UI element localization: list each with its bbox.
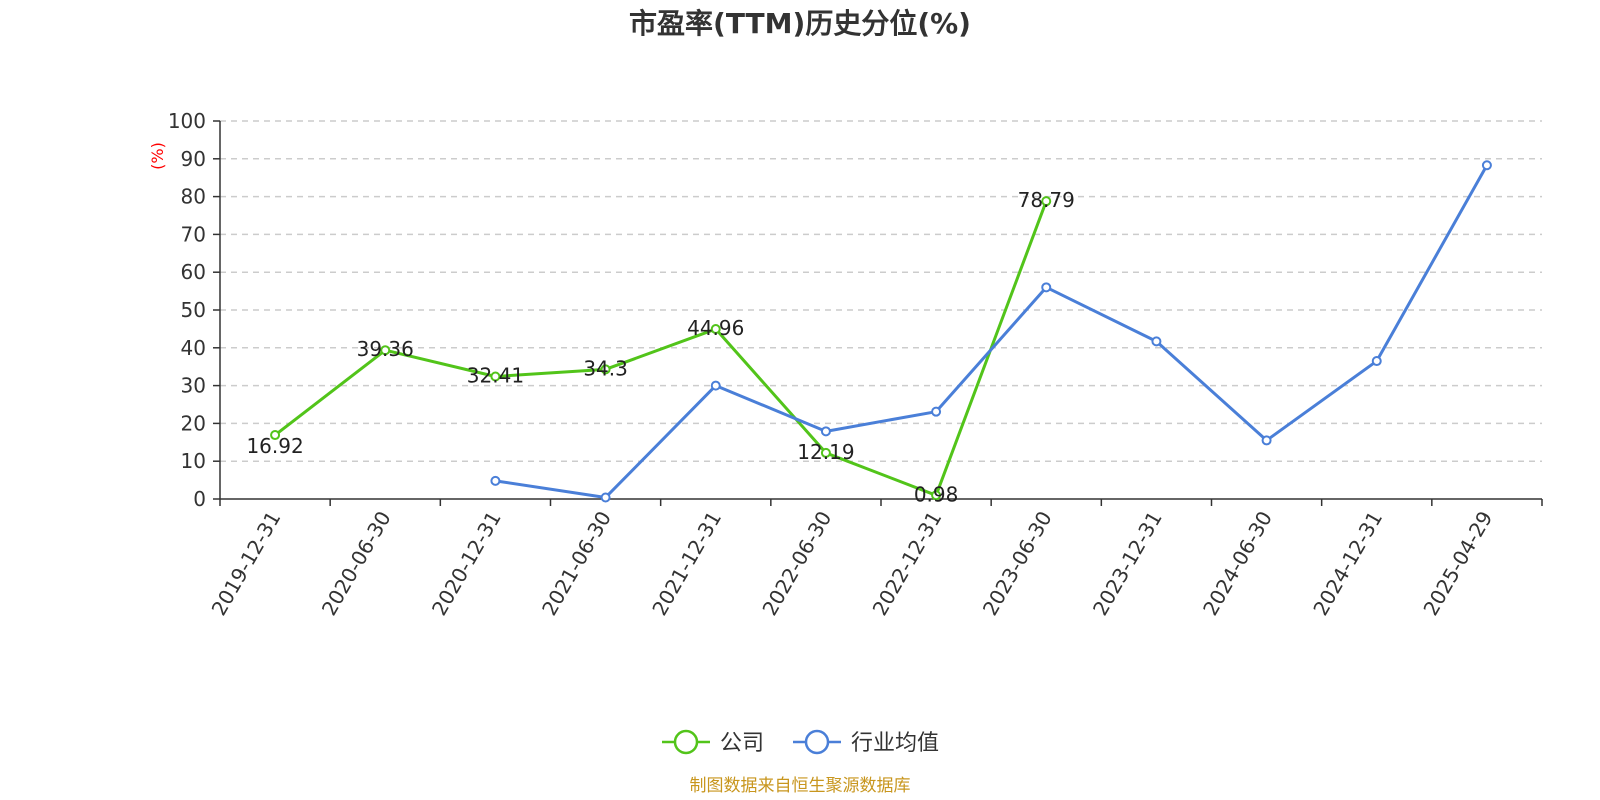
y-tick-label-60: 60 bbox=[181, 260, 206, 284]
x-tick-labels: 2019-12-31 2020-06-30 2020-12-31 2021-06-30… bbox=[207, 507, 1498, 620]
series-lines bbox=[270, 160, 1492, 503]
data-label-2020-06-30: 39.36 bbox=[357, 337, 414, 361]
y-tick-label-40: 40 bbox=[181, 336, 206, 360]
x-tick-label-2023-12-31: 2023-12-31 bbox=[1088, 507, 1167, 620]
data-point-2022-12-31[interactable] bbox=[931, 490, 942, 501]
data-labels: 16.92 39.36 32.41 34.3 44.96 12.19 0.98 78.79 bbox=[246, 188, 1074, 506]
y-tick-label-20: 20 bbox=[181, 411, 206, 435]
x-tick-label-2021-12-31: 2021-12-31 bbox=[647, 507, 726, 620]
x-tick-label-2019-12-31: 2019-12-31 bbox=[207, 507, 286, 620]
data-point-2021-06-30[interactable] bbox=[600, 364, 611, 375]
y-tick-label-10: 10 bbox=[181, 449, 206, 473]
x-tick-label-2022-12-31: 2022-12-31 bbox=[868, 507, 947, 620]
data-label-2022-12-31: 0.98 bbox=[914, 482, 959, 506]
data-point-2021-12-31[interactable] bbox=[710, 380, 721, 391]
legend-item-company[interactable]: 公司 bbox=[662, 729, 764, 756]
data-point-2022-06-30[interactable] bbox=[820, 426, 831, 437]
data-point-2022-06-30[interactable] bbox=[820, 447, 831, 458]
y-tick-label-0: 0 bbox=[193, 487, 206, 511]
data-point-2024-12-31[interactable] bbox=[1371, 356, 1382, 367]
x-tick-label-2025-04-29: 2025-04-29 bbox=[1418, 507, 1497, 620]
x-tick-label-2020-12-31: 2020-12-31 bbox=[427, 507, 506, 620]
axes bbox=[213, 120, 1543, 506]
y-tick-label-30: 30 bbox=[181, 374, 206, 398]
y-tick-label-70: 70 bbox=[181, 222, 206, 246]
x-tick-label-2022-06-30: 2022-06-30 bbox=[757, 507, 836, 620]
legend-label: 行业均值 bbox=[851, 731, 939, 756]
series-line bbox=[495, 164, 1489, 499]
x-tick-label-2024-06-30: 2024-06-30 bbox=[1198, 507, 1277, 620]
legend-marker bbox=[804, 729, 830, 755]
x-tick-label-2023-06-30: 2023-06-30 bbox=[978, 507, 1057, 620]
source-note: 制图数据来自恒生聚源数据库 bbox=[690, 776, 911, 796]
y-tick-labels: 0 10 20 30 40 50 60 70 80 90 100 bbox=[168, 109, 206, 511]
x-tick-label-2021-06-30: 2021-06-30 bbox=[537, 507, 616, 620]
grid-lines bbox=[220, 120, 1542, 462]
data-point-2023-12-31[interactable] bbox=[1151, 336, 1162, 347]
y-tick-label-80: 80 bbox=[181, 185, 206, 209]
legend-marker bbox=[673, 729, 699, 755]
data-point-2021-12-31[interactable] bbox=[710, 324, 721, 335]
legend-label: 公司 bbox=[720, 731, 764, 756]
x-tick-label-2020-06-30: 2020-06-30 bbox=[317, 507, 396, 620]
data-label-2020-12-31: 32.41 bbox=[467, 363, 524, 387]
data-point-2020-12-31[interactable] bbox=[490, 371, 501, 382]
legend-item-industry-average[interactable]: 行业均值 bbox=[793, 729, 939, 756]
data-point-2021-06-30[interactable] bbox=[600, 492, 611, 503]
data-point-2023-06-30[interactable] bbox=[1041, 282, 1052, 293]
series-company bbox=[270, 196, 1052, 501]
data-label-2022-06-30: 12.19 bbox=[797, 440, 854, 464]
y-tick-label-90: 90 bbox=[181, 147, 206, 171]
data-label-2021-12-31: 44.96 bbox=[687, 316, 744, 340]
data-point-2020-12-31[interactable] bbox=[490, 475, 501, 486]
data-label-2023-06-30: 78.79 bbox=[1018, 188, 1075, 212]
data-label-2019-12-31: 16.92 bbox=[246, 434, 303, 458]
y-axis-label: (%) bbox=[148, 142, 167, 170]
y-tick-label-100: 100 bbox=[168, 109, 206, 133]
chart-title: 市盈率(TTM)历史分位(%) bbox=[629, 7, 971, 40]
data-point-2023-06-30[interactable] bbox=[1041, 196, 1052, 207]
data-point-2022-12-31[interactable] bbox=[931, 406, 942, 417]
data-point-2024-06-30[interactable] bbox=[1261, 435, 1272, 446]
data-point-2020-06-30[interactable] bbox=[380, 345, 391, 356]
data-label-2021-06-30: 34.3 bbox=[583, 356, 628, 380]
legend[interactable]: 公司 行业均值 bbox=[662, 729, 939, 756]
data-point-2019-12-31[interactable] bbox=[270, 430, 281, 441]
series-line bbox=[274, 200, 1048, 497]
x-tick-label-2024-12-31: 2024-12-31 bbox=[1308, 507, 1387, 620]
data-point-2025-04-29[interactable] bbox=[1481, 160, 1492, 171]
series-industry-average bbox=[490, 160, 1492, 503]
y-tick-label-50: 50 bbox=[181, 298, 206, 322]
